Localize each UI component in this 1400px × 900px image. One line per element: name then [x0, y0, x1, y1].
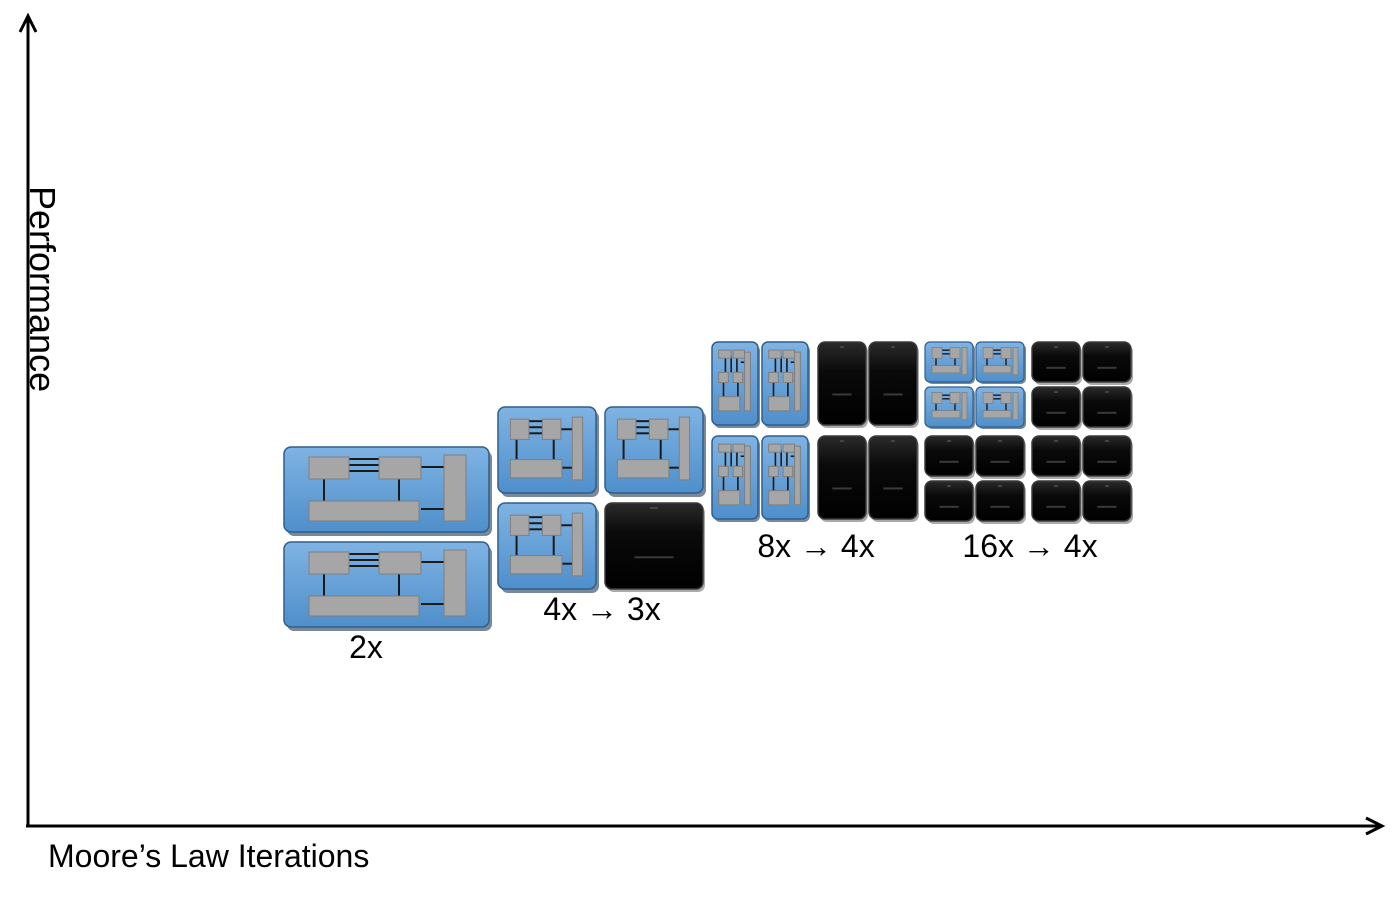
core-2x-bottom [283, 541, 492, 631]
chip-groups [283, 341, 1133, 631]
core-4x-top-right [604, 406, 706, 497]
group-label-16x: 16x → 4x [962, 528, 1097, 564]
y-axis-label: Performance [22, 186, 63, 393]
dark-core-8x-1 [817, 341, 868, 428]
core-16x-4 [975, 386, 1026, 429]
core-16x-1 [924, 341, 975, 384]
axes [18, 12, 1386, 836]
core-8x-2 [761, 341, 810, 428]
y-axis-arrowhead [18, 12, 38, 33]
dark-core-8x-3 [817, 435, 868, 522]
core-2x-top [283, 446, 492, 536]
dark-core-4x [604, 502, 705, 592]
core-8x-3 [711, 435, 760, 522]
dark-core-8x-4 [868, 435, 919, 522]
group-label-4x: 4x → 3x [543, 591, 660, 627]
dark-core-16x-4 [975, 480, 1026, 524]
dark-core-16x-6 [1082, 341, 1133, 385]
core-16x-2 [975, 341, 1026, 384]
dark-core-16x-1 [924, 435, 975, 479]
dark-core-16x-12 [1082, 480, 1133, 524]
x-axis-arrowhead [1365, 816, 1386, 836]
dark-core-16x-10 [1082, 435, 1133, 479]
core-4x-bottom-left [497, 502, 599, 593]
dark-core-16x-11 [1031, 480, 1082, 524]
dark-core-16x-3 [924, 480, 975, 524]
dark-core-16x-7 [1031, 386, 1082, 430]
core-16x-3 [924, 386, 975, 429]
dark-core-16x-8 [1082, 386, 1133, 430]
dark-core-8x-2 [868, 341, 919, 428]
core-8x-1 [711, 341, 760, 428]
x-axis-label: Moore’s Law Iterations [48, 838, 370, 874]
group-label-8x: 8x → 4x [757, 528, 874, 564]
dark-core-16x-9 [1031, 435, 1082, 479]
dark-core-16x-2 [975, 435, 1026, 479]
core-4x-top-left [497, 406, 599, 497]
dark-core-16x-5 [1031, 341, 1082, 385]
group-label-2x: 2x [349, 629, 383, 665]
core-8x-4 [761, 435, 810, 522]
